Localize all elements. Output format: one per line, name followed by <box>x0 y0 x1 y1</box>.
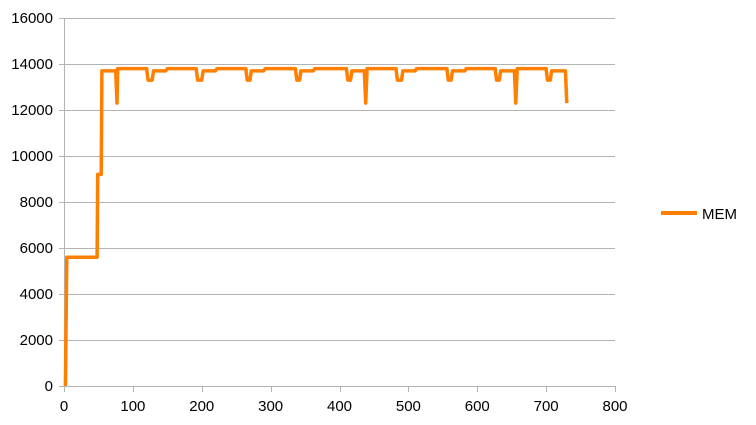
x-tick-label: 700 <box>534 398 559 415</box>
y-tick-label: 8000 <box>20 194 53 211</box>
x-tick-label: 600 <box>465 398 490 415</box>
series-layer <box>63 66 569 387</box>
y-tick-label: 0 <box>45 378 53 395</box>
y-tick-label: 4000 <box>20 286 53 303</box>
y-axis-tick-labels: 0 2000 4000 6000 8000 10000 12000 14000 16000 <box>11 10 53 395</box>
x-tick-label: 0 <box>60 398 68 415</box>
gridlines <box>64 18 615 341</box>
series-line-mem <box>63 66 569 387</box>
y-tick-label: 10000 <box>11 148 53 165</box>
x-tick-label: 400 <box>327 398 352 415</box>
x-axis-tick-labels: 0 100 200 300 400 500 600 700 800 <box>60 398 628 415</box>
x-tick-label: 300 <box>258 398 283 415</box>
y-tick-label: 2000 <box>20 332 53 349</box>
y-tick-label: 6000 <box>20 240 53 257</box>
y-tick-label: 14000 <box>11 56 53 73</box>
y-tick-label: 12000 <box>11 102 53 119</box>
x-tick-label: 500 <box>396 398 421 415</box>
legend: MEM <box>661 206 737 223</box>
x-tick-label: 100 <box>120 398 145 415</box>
legend-label-mem: MEM <box>702 206 737 223</box>
y-tick-label: 16000 <box>11 10 53 27</box>
x-tick-label: 800 <box>602 398 627 415</box>
x-tick-label: 200 <box>189 398 214 415</box>
